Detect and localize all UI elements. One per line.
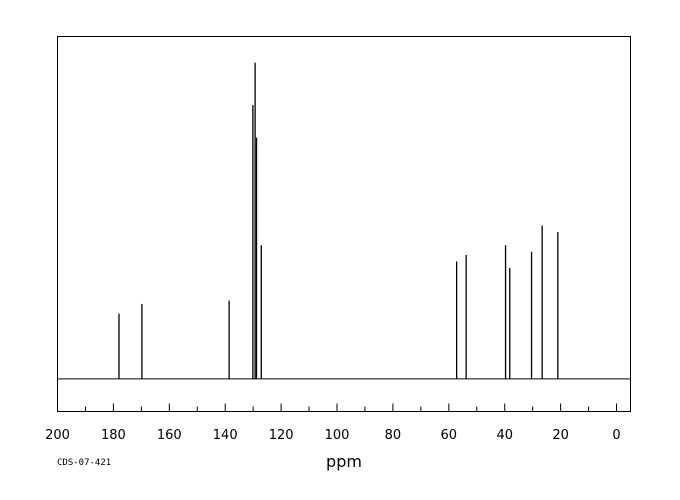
x-tick-label: 120 xyxy=(269,428,294,443)
plot-frame xyxy=(57,36,631,412)
x-tick-label: 140 xyxy=(213,428,238,443)
x-tick-label: 20 xyxy=(552,428,569,443)
x-tick-label: 60 xyxy=(441,428,458,443)
x-tick-label: 180 xyxy=(101,428,126,443)
x-tick-label: 0 xyxy=(612,428,620,443)
x-axis-title: ppm xyxy=(326,452,362,471)
x-tick-label: 200 xyxy=(45,428,70,443)
x-tick-label: 100 xyxy=(325,428,350,443)
x-tick-label: 160 xyxy=(157,428,182,443)
spectrum-code: CDS-07-421 xyxy=(57,458,111,468)
x-axis-ticks xyxy=(57,403,618,412)
x-axis-tick-labels: 200 180 160 140 120 100 80 60 40 20 0 xyxy=(45,428,621,443)
x-tick-label: 80 xyxy=(385,428,402,443)
spectrum-peaks xyxy=(118,62,559,379)
x-tick-label: 40 xyxy=(496,428,513,443)
